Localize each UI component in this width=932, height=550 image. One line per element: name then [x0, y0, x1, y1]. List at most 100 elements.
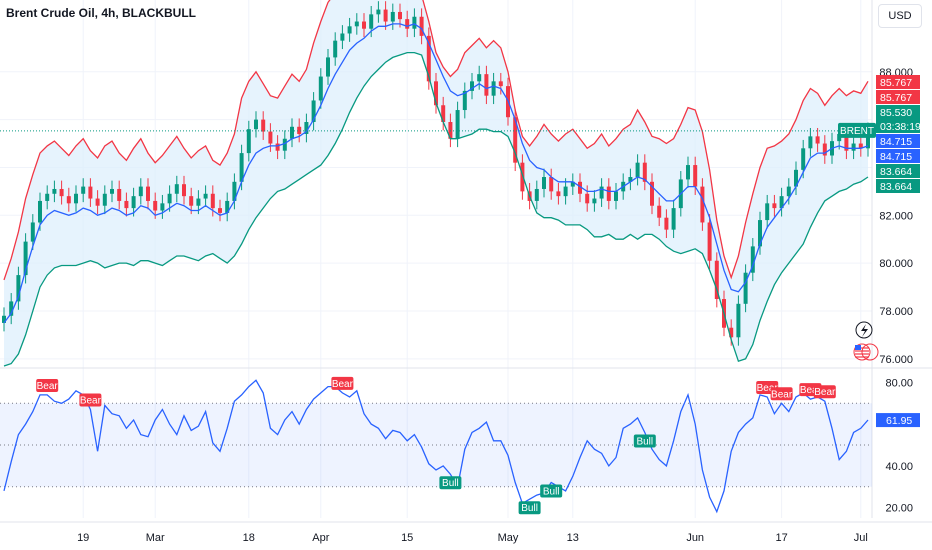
- candle-body: [578, 181, 582, 194]
- rsi-line: [3, 379, 869, 514]
- candle-body: [362, 21, 366, 29]
- candle-body: [563, 186, 568, 197]
- candle-body: [650, 181, 654, 206]
- time-tick-label: May: [498, 532, 519, 544]
- bull-signal-label: Bull: [518, 501, 541, 515]
- signal-text: Bull: [521, 503, 538, 514]
- signal-text: Bear: [757, 383, 779, 394]
- candle-body: [635, 162, 640, 178]
- time-tick-label: 19: [77, 532, 89, 544]
- bear-signal-label: Bear: [36, 378, 58, 392]
- candle-body: [513, 117, 518, 163]
- candle-body: [354, 21, 359, 27]
- candle-body: [786, 186, 791, 197]
- price-label: 84.715: [876, 149, 920, 163]
- bull-signal-label: Bull: [633, 434, 656, 448]
- price-label-text: 85.767: [880, 92, 912, 104]
- candle-body: [52, 188, 57, 194]
- currency-button[interactable]: USD: [878, 4, 922, 28]
- candle-body: [671, 208, 676, 230]
- candle-body: [110, 188, 114, 194]
- candle-body: [815, 136, 820, 144]
- price-label: 83.664: [876, 179, 920, 193]
- candle-body: [534, 188, 539, 201]
- price-label-bg: [876, 119, 920, 133]
- candle-body: [405, 19, 410, 29]
- candle-body: [556, 191, 561, 197]
- rsi-tick-label: 40.00: [885, 461, 913, 473]
- candle-body: [434, 81, 438, 106]
- candle-body: [866, 130, 870, 149]
- bear-signal-label: Bear: [79, 393, 102, 407]
- bull-signal-label: Bull: [439, 476, 462, 490]
- candle-body: [210, 193, 215, 209]
- rsi-last-label: 61.95: [876, 413, 920, 428]
- candle-body: [794, 169, 798, 187]
- candle-body: [592, 198, 597, 204]
- candle-body: [693, 165, 698, 187]
- signal-text: Bear: [800, 385, 822, 396]
- candle-body: [542, 177, 546, 189]
- candle-body: [491, 81, 496, 96]
- candle-body: [707, 222, 712, 261]
- candle-body: [2, 315, 6, 323]
- candle-body: [498, 81, 503, 87]
- candle-body: [131, 196, 136, 209]
- price-tick-label: 78.000: [879, 306, 913, 318]
- candle-body: [700, 186, 705, 223]
- time-tick-label: 13: [567, 532, 579, 544]
- candle-body: [189, 196, 194, 206]
- candle-body: [383, 9, 388, 22]
- candle-body: [369, 14, 374, 29]
- time-tick-label: 15: [401, 532, 413, 544]
- candle-body: [779, 196, 784, 209]
- candle-body: [16, 275, 21, 302]
- time-tick-label: 18: [243, 532, 255, 544]
- candle-body: [628, 177, 633, 182]
- candle-body: [146, 186, 150, 201]
- time-tick-label: Jun: [686, 532, 704, 544]
- signal-text: Bull: [442, 478, 459, 489]
- price-label: 85.530: [876, 105, 920, 119]
- candle-body: [326, 57, 330, 77]
- candle-body: [477, 74, 482, 82]
- signal-text: Bull: [543, 487, 560, 498]
- candle-body: [254, 119, 258, 130]
- candle-body: [318, 76, 323, 101]
- bear-signal-label: Bear: [331, 376, 354, 390]
- candle-body: [606, 186, 611, 201]
- candle-body: [203, 193, 208, 199]
- candle-body: [117, 188, 122, 201]
- symbol-tag-text: BRENT: [840, 126, 874, 137]
- chart-title: Brent Crude Oil, 4h, BLACKBULL: [6, 6, 197, 20]
- candle-body: [59, 188, 64, 197]
- price-label: 85.767: [876, 75, 920, 89]
- signal-text: Bear: [332, 379, 354, 390]
- candle-body: [282, 138, 287, 151]
- time-tick-label: Jul: [854, 532, 868, 544]
- candle-body: [232, 181, 237, 201]
- candle-body: [23, 241, 28, 276]
- price-label-bg: [876, 105, 920, 119]
- signal-text: Bear: [814, 387, 836, 398]
- candle-body: [297, 126, 302, 134]
- rsi-last-text: 61.95: [886, 415, 912, 427]
- signal-text: Bull: [636, 436, 653, 447]
- lower-band-line: [3, 51, 869, 367]
- candle-body: [808, 136, 813, 149]
- candle-body: [729, 327, 734, 338]
- candle-body: [182, 184, 186, 197]
- candle-body: [412, 16, 417, 29]
- candle-body: [225, 200, 230, 213]
- candle-body: [758, 220, 762, 247]
- candle-body: [570, 181, 575, 187]
- candle-body: [167, 193, 172, 204]
- time-tick-label: Apr: [312, 532, 329, 544]
- candle-body: [30, 222, 35, 242]
- candle-body: [441, 105, 446, 122]
- candle-body: [585, 193, 590, 204]
- candle-body: [599, 186, 604, 199]
- candle-body: [714, 260, 719, 300]
- price-label: 85.767: [876, 90, 920, 104]
